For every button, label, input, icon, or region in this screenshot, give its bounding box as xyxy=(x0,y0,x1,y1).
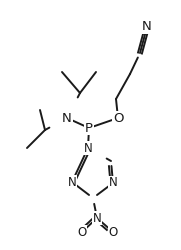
Text: N: N xyxy=(62,112,72,124)
Text: N: N xyxy=(142,20,152,34)
Text: O: O xyxy=(113,112,123,124)
Text: N: N xyxy=(93,212,101,224)
Text: O: O xyxy=(108,226,118,238)
Text: N: N xyxy=(84,142,92,154)
Text: N: N xyxy=(68,176,76,188)
Text: P: P xyxy=(85,122,93,134)
Text: O: O xyxy=(77,226,87,238)
Text: N: N xyxy=(109,176,117,190)
